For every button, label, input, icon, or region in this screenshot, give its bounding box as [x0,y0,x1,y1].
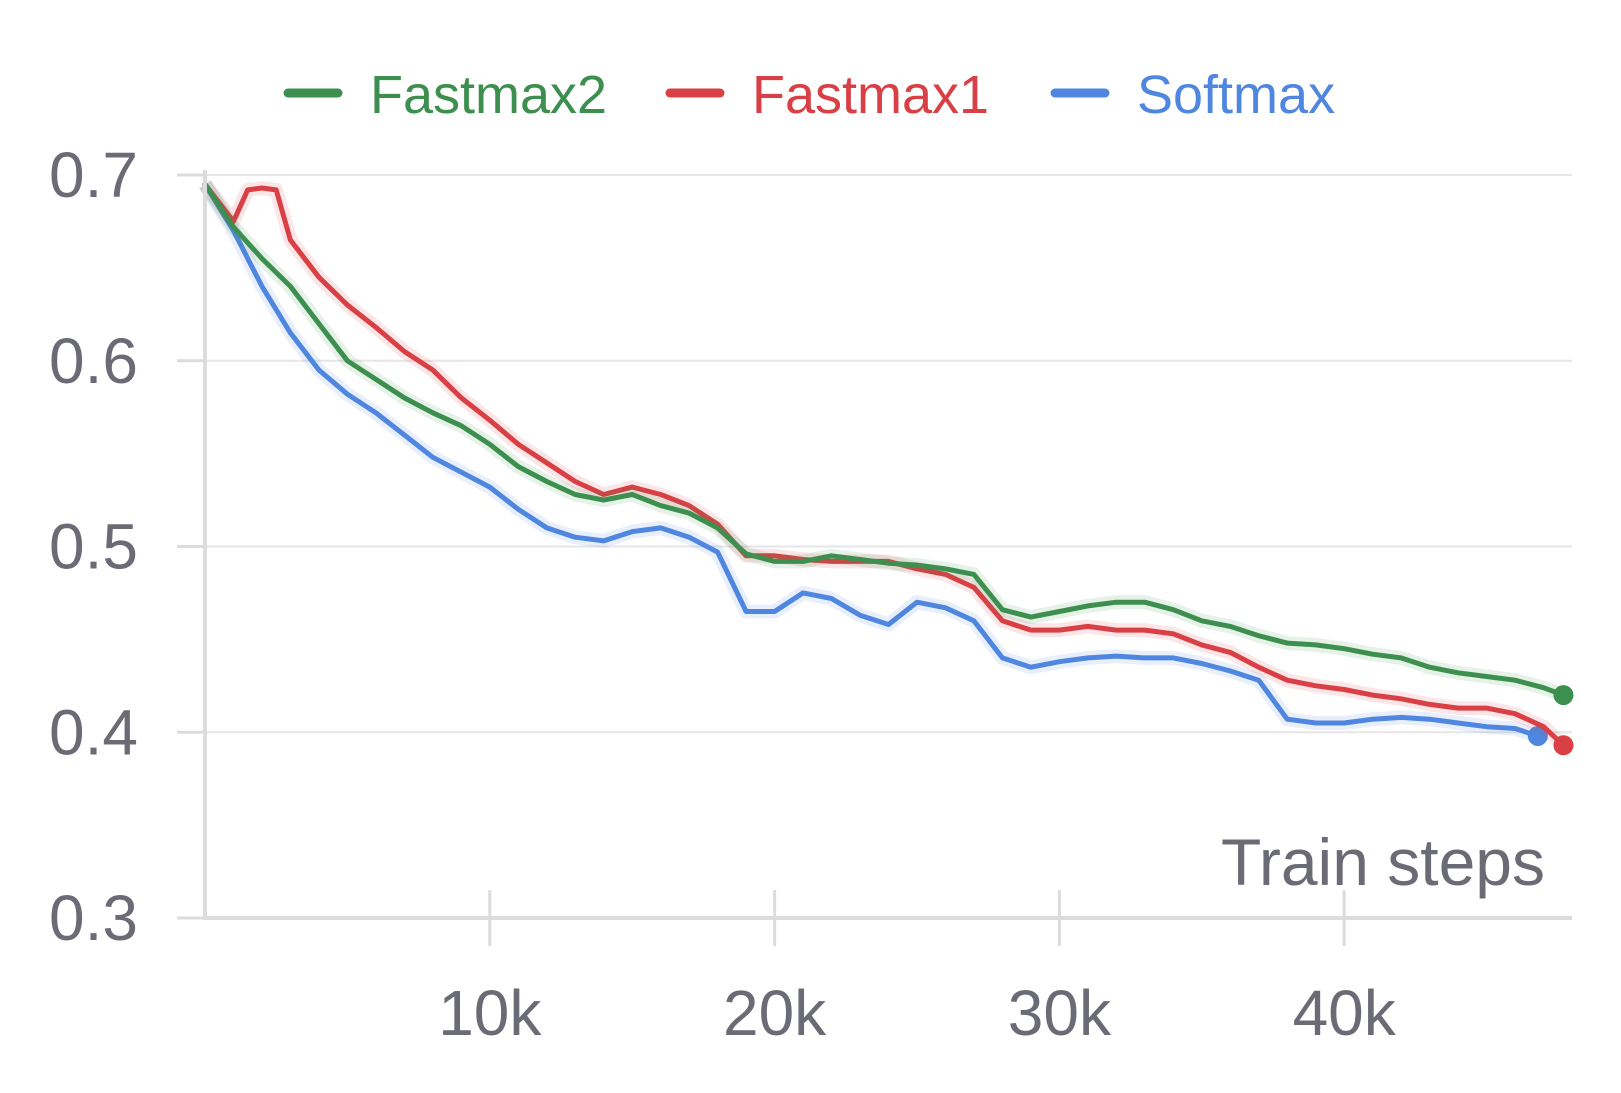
fastmax2-end-marker [1553,685,1574,706]
softmax-legend-label: Softmax [1137,65,1335,125]
y-tick-label: 0.3 [49,882,138,954]
fastmax1-line [202,181,1566,748]
series-lines [199,180,1574,756]
y-tick-label: 0.7 [49,139,138,211]
x-tick-label: 40k [1293,977,1397,1049]
softmax-line [202,181,1541,739]
legend: Fastmax2 Fastmax1 Softmax [283,65,1335,125]
fastmax2-line [202,181,1566,698]
x-axis-title: Train steps [1221,825,1545,899]
x-tick-label: 30k [1008,977,1112,1049]
y-tick-label: 0.4 [49,696,138,768]
grid-lines [205,174,1572,734]
x-tick-label: 20k [723,977,827,1049]
x-tick-label: 10k [438,977,542,1049]
fastmax1-end-marker [1553,735,1574,756]
fastmax1-raw-band [199,180,1569,751]
fastmax1-legend-label: Fastmax1 [752,65,989,125]
y-tick-label: 0.6 [49,325,138,397]
axes: 0.3 0.4 0.5 0.6 0.7 10k 20k 30k 40k [49,139,1572,1049]
softmax-end-marker [1527,725,1548,746]
y-tick-label: 0.5 [49,511,138,583]
fastmax2-legend-label: Fastmax2 [370,65,607,125]
